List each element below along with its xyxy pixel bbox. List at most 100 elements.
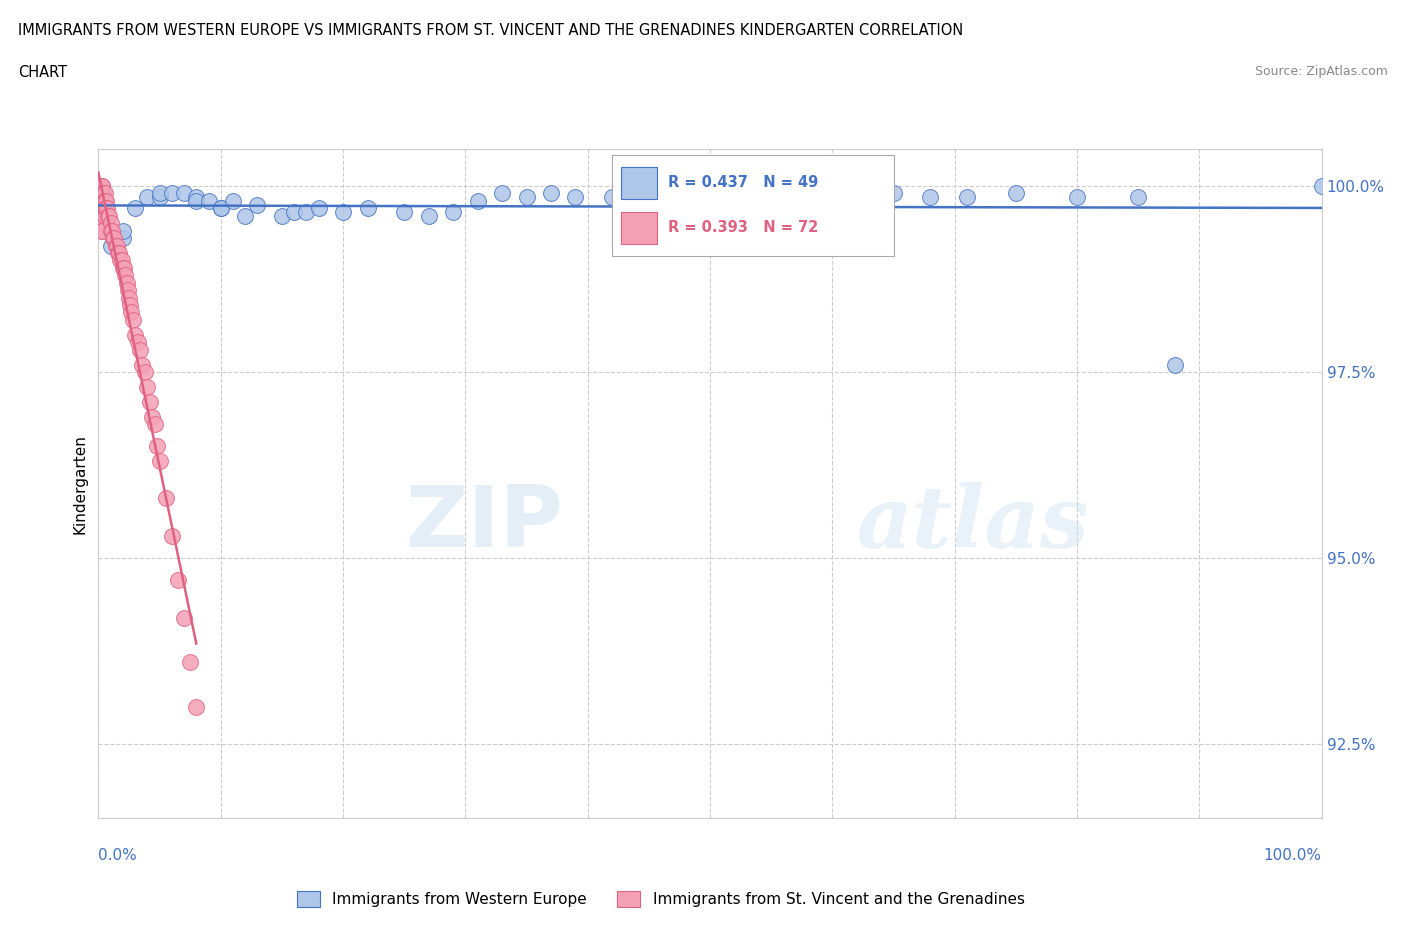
Point bbox=[491, 186, 513, 201]
Point bbox=[564, 190, 586, 205]
Point bbox=[91, 186, 114, 201]
Point bbox=[91, 216, 114, 231]
Point bbox=[209, 201, 232, 216]
Text: CHART: CHART bbox=[18, 65, 67, 80]
Point bbox=[100, 216, 122, 231]
Point bbox=[101, 231, 124, 246]
Point bbox=[104, 238, 127, 253]
Point bbox=[160, 528, 183, 543]
Point bbox=[105, 238, 128, 253]
Point bbox=[91, 186, 114, 201]
Point bbox=[197, 193, 219, 208]
Point bbox=[222, 193, 245, 208]
Point bbox=[117, 283, 139, 298]
Point bbox=[295, 205, 318, 219]
Point bbox=[956, 190, 979, 205]
Text: Source: ZipAtlas.com: Source: ZipAtlas.com bbox=[1254, 65, 1388, 78]
Point bbox=[111, 260, 134, 275]
Point bbox=[111, 253, 134, 268]
Point bbox=[100, 238, 122, 253]
Text: 100.0%: 100.0% bbox=[1264, 848, 1322, 863]
Point bbox=[155, 491, 177, 506]
Point bbox=[136, 190, 159, 205]
Point bbox=[93, 208, 115, 223]
Point bbox=[209, 201, 232, 216]
Point bbox=[650, 190, 672, 205]
Point bbox=[91, 201, 114, 216]
Point bbox=[600, 190, 623, 205]
Point bbox=[920, 190, 942, 205]
Point bbox=[91, 193, 114, 208]
Point bbox=[723, 190, 745, 205]
Point bbox=[233, 208, 256, 223]
Point bbox=[246, 197, 269, 212]
Point bbox=[540, 186, 562, 201]
Point bbox=[1004, 186, 1026, 201]
Point bbox=[283, 205, 305, 219]
Point bbox=[93, 201, 115, 216]
Point bbox=[91, 201, 114, 216]
Point bbox=[97, 208, 120, 223]
Point bbox=[129, 342, 152, 357]
Point bbox=[91, 208, 114, 223]
Point bbox=[467, 193, 489, 208]
Point bbox=[186, 190, 208, 205]
Point bbox=[134, 365, 156, 379]
Point bbox=[675, 186, 697, 201]
Point bbox=[91, 201, 114, 216]
Point bbox=[141, 409, 163, 424]
Point bbox=[118, 290, 141, 305]
Point bbox=[112, 260, 135, 275]
Y-axis label: Kindergarten: Kindergarten bbox=[72, 433, 87, 534]
Point bbox=[179, 655, 201, 670]
Text: ZIP: ZIP bbox=[405, 483, 564, 565]
Point bbox=[120, 305, 142, 320]
Point bbox=[883, 186, 905, 201]
Text: IMMIGRANTS FROM WESTERN EUROPE VS IMMIGRANTS FROM ST. VINCENT AND THE GRENADINES: IMMIGRANTS FROM WESTERN EUROPE VS IMMIGR… bbox=[18, 23, 963, 38]
Point bbox=[121, 312, 143, 327]
Point bbox=[91, 179, 114, 193]
Point bbox=[110, 253, 132, 268]
Point bbox=[91, 193, 114, 208]
Point bbox=[115, 275, 138, 290]
Text: atlas: atlas bbox=[856, 482, 1090, 565]
Point bbox=[149, 454, 172, 469]
Point bbox=[1164, 357, 1187, 372]
Point bbox=[114, 268, 136, 283]
Point bbox=[91, 186, 114, 201]
Point bbox=[392, 205, 416, 219]
Point bbox=[1128, 190, 1150, 205]
Point bbox=[332, 205, 354, 219]
Point bbox=[93, 186, 115, 201]
Point bbox=[103, 231, 125, 246]
Point bbox=[91, 223, 114, 238]
Point bbox=[356, 201, 378, 216]
Point bbox=[308, 201, 330, 216]
Point bbox=[418, 208, 440, 223]
Point bbox=[108, 246, 131, 260]
Point bbox=[160, 186, 183, 201]
Point bbox=[91, 201, 114, 216]
Point bbox=[93, 193, 115, 208]
Point bbox=[173, 186, 195, 201]
Point bbox=[120, 298, 142, 312]
Point bbox=[100, 223, 122, 238]
Point bbox=[761, 186, 783, 201]
Point bbox=[626, 193, 648, 208]
Point bbox=[515, 190, 537, 205]
Point bbox=[107, 246, 129, 260]
Point bbox=[270, 208, 294, 223]
Point bbox=[91, 208, 114, 223]
Point bbox=[94, 193, 117, 208]
Point bbox=[91, 216, 114, 231]
Point bbox=[124, 201, 146, 216]
Text: 0.0%: 0.0% bbox=[98, 848, 138, 863]
Point bbox=[91, 193, 114, 208]
Point bbox=[143, 417, 166, 432]
Point bbox=[186, 699, 208, 714]
Legend: Immigrants from Western Europe, Immigrants from St. Vincent and the Grenadines: Immigrants from Western Europe, Immigran… bbox=[291, 884, 1031, 913]
Point bbox=[101, 223, 124, 238]
Point bbox=[93, 193, 115, 208]
Point bbox=[139, 394, 162, 409]
Point bbox=[797, 186, 820, 201]
